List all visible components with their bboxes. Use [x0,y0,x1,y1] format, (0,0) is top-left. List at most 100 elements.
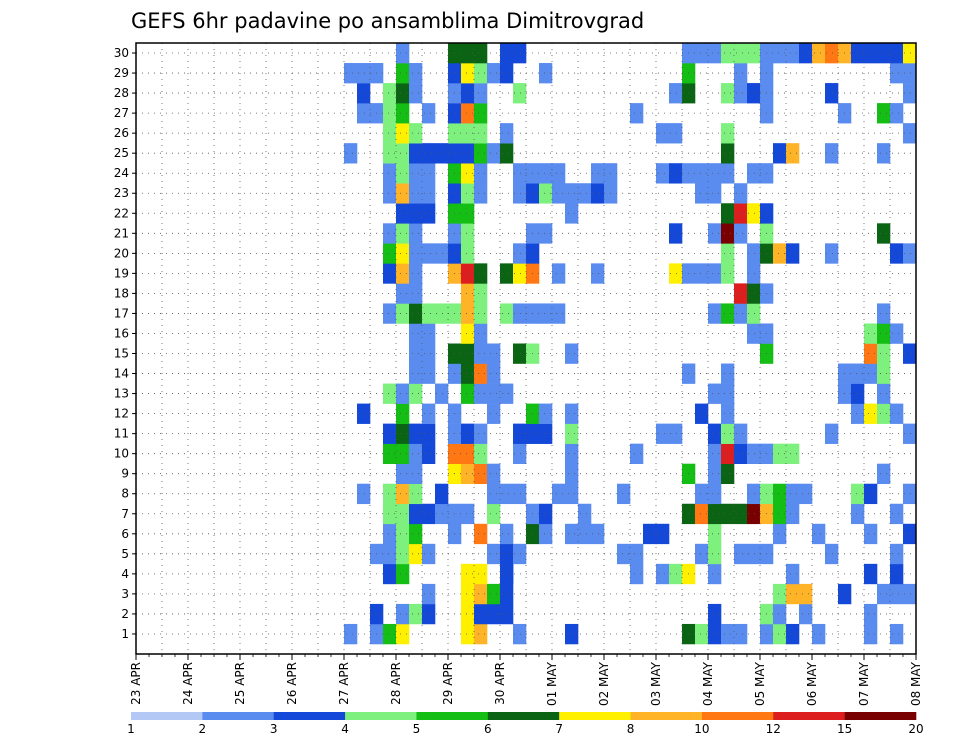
heatmap-cell [383,503,397,525]
heatmap-cell [695,163,709,184]
heatmap-cell [903,83,917,104]
heatmap-cell [422,243,436,264]
y-tick-label: 30 [114,46,129,60]
heatmap-cell [708,183,722,204]
heatmap-cell [747,203,761,224]
heatmap-cell [864,343,878,364]
heatmap-cell [864,563,878,585]
heatmap-cell [864,403,878,424]
heatmap-cell [383,183,397,204]
heatmap-cell [474,123,488,144]
heatmap-cell [708,523,722,545]
heatmap-cell [617,543,631,565]
x-tick-label: 23 APR [129,662,143,705]
heatmap-cell [357,83,371,104]
x-tick-label: 24 APR [181,662,195,705]
colorbar-label: 5 [413,722,421,736]
heatmap-cell [409,183,423,204]
heatmap-cell [708,463,722,485]
heatmap-cell [383,523,397,545]
heatmap-cell [461,63,475,84]
y-tick-label: 29 [114,66,129,80]
colorbar-label: 1 [127,722,135,736]
heatmap-cell [409,363,423,384]
heatmap-cell [461,583,475,605]
heatmap-cell [721,143,735,164]
heatmap-cell [396,43,410,64]
heatmap-cell [396,603,410,625]
heatmap-cell [695,183,709,204]
heatmap-cell [513,623,527,645]
heatmap-cell [396,123,410,144]
heatmap-cell [474,183,488,204]
heatmap-cell [396,63,410,84]
heatmap-cell [890,503,904,525]
heatmap-cell [474,43,488,64]
heatmap-cell [786,43,800,64]
heatmap-cell [812,623,826,645]
heatmap-cell [734,503,748,525]
heatmap-cell [409,143,423,164]
dotted-grid [136,43,916,654]
heatmap-cell [734,423,748,444]
heatmap-cell [383,163,397,184]
heatmap-cell [695,483,709,505]
heatmap-cell [773,143,787,164]
heatmap-cell [474,63,488,84]
heatmap-cell [487,383,501,404]
colorbar-label: 10 [694,722,709,736]
heatmap-cell [903,243,917,264]
heatmap-cell [422,183,436,204]
heatmap-cell [461,183,475,204]
heatmap-cell [747,243,761,264]
heatmap-cell [773,43,787,64]
heatmap-cell [656,423,670,444]
heatmap-cell [409,63,423,84]
heatmap-cell [500,543,514,565]
heatmap-cell [721,123,735,144]
colorbar-swatch [773,712,845,720]
heatmap-cell [513,543,527,565]
heatmap-cell [409,303,423,324]
heatmap-cell [721,363,735,384]
heatmap-cell [890,403,904,424]
heatmap-cell [461,123,475,144]
heatmap-cell [487,343,501,364]
heatmap-cell [656,563,670,585]
heatmap-cell [877,583,891,605]
heatmap-cell [383,123,397,144]
heatmap-cell [565,523,579,545]
heatmap-cell [396,523,410,545]
heatmap-cell [539,503,553,525]
heatmap-cell [747,263,761,284]
heatmap-cell [669,563,683,585]
heatmap-cell [903,523,917,545]
heatmap-cells [344,43,917,645]
heatmap-cell [903,583,917,605]
heatmap-cell [383,263,397,284]
heatmap-cell [864,363,878,384]
heatmap-cell [578,503,592,525]
y-tick-label: 25 [114,146,129,160]
chart-title: GEFS 6hr padavine po ansamblima Dimitrov… [131,9,644,33]
x-tick-label: 08 MAY [909,661,923,706]
heatmap-cell [396,243,410,264]
heatmap-cell [721,163,735,184]
heatmap-cell [825,83,839,104]
y-tick-label: 5 [121,547,129,561]
heatmap-cell [825,143,839,164]
heatmap-cell [656,123,670,144]
heatmap-cell [474,623,488,645]
heatmap-cell [773,503,787,525]
colorbar-swatch [630,712,703,720]
heatmap-cell [435,503,449,525]
y-tick-label: 8 [121,487,129,501]
heatmap-cell [721,443,735,464]
heatmap-cell [708,563,722,585]
heatmap-cell [409,283,423,304]
heatmap-cell [708,223,722,244]
heatmap-cell [383,83,397,104]
heatmap-cell [903,43,917,64]
heatmap-cell [669,263,683,284]
heatmap-cell [565,203,579,224]
